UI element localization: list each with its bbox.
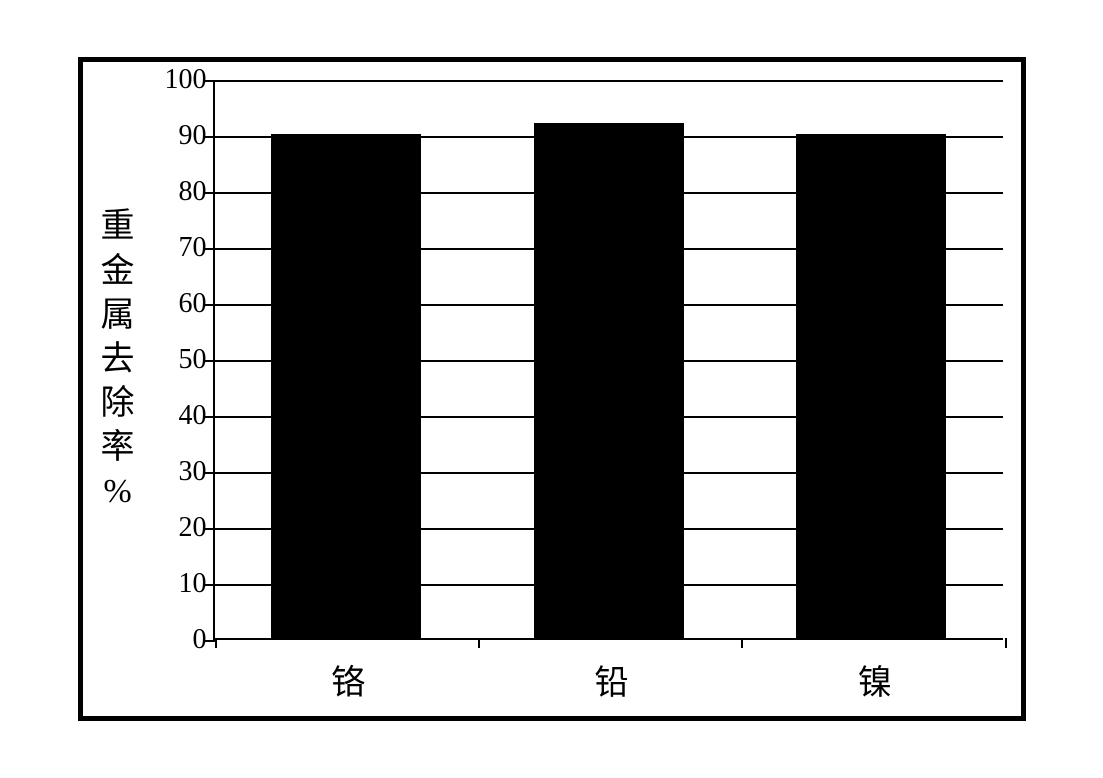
x-tick-mark bbox=[1005, 638, 1007, 648]
y-axis-label-char: % bbox=[103, 470, 131, 514]
y-tick-label: 60 bbox=[179, 288, 207, 320]
y-axis-label-char: 属 bbox=[101, 294, 135, 338]
y-tick-label: 30 bbox=[179, 456, 207, 488]
x-tick-labels: 铬铅镍 bbox=[213, 640, 1003, 698]
y-axis-label-box: 重金属去除率% bbox=[101, 80, 143, 640]
gridline bbox=[215, 304, 1003, 306]
y-tick-mark bbox=[205, 528, 215, 530]
bar-slot bbox=[215, 80, 478, 638]
y-tick-label: 10 bbox=[179, 568, 207, 600]
bar bbox=[271, 134, 421, 638]
x-tick-mark bbox=[215, 638, 217, 648]
y-tick-mark bbox=[205, 248, 215, 250]
chart-container: 重金属去除率% 1009080706050403020100 铬铅镍 bbox=[101, 80, 1003, 698]
gridline bbox=[215, 360, 1003, 362]
y-tick-mark bbox=[205, 80, 215, 82]
x-tick-label: 铅 bbox=[583, 664, 632, 698]
y-tick-mark bbox=[205, 584, 215, 586]
gridline bbox=[215, 80, 1003, 82]
y-tick-label: 40 bbox=[179, 400, 207, 432]
y-axis-label: 重金属去除率% bbox=[101, 205, 135, 514]
y-tick-labels: 1009080706050403020100 bbox=[143, 80, 213, 640]
y-tick-mark bbox=[205, 304, 215, 306]
x-tick-label: 铬 bbox=[320, 664, 369, 698]
gridline bbox=[215, 416, 1003, 418]
y-tick-label: 90 bbox=[179, 120, 207, 152]
bar bbox=[796, 134, 946, 638]
bar bbox=[534, 123, 684, 638]
y-tick-label: 50 bbox=[179, 344, 207, 376]
x-tick-mark bbox=[741, 638, 743, 648]
y-tick-mark bbox=[205, 416, 215, 418]
y-tick-mark bbox=[205, 192, 215, 194]
bars-group bbox=[215, 80, 1003, 638]
plot-area bbox=[213, 80, 1003, 640]
spacer bbox=[101, 640, 143, 698]
chart-frame: 重金属去除率% 1009080706050403020100 铬铅镍 bbox=[78, 57, 1026, 721]
x-tick-mark bbox=[478, 638, 480, 648]
gridline bbox=[215, 248, 1003, 250]
bar-slot bbox=[740, 80, 1003, 638]
x-tick-label: 镍 bbox=[846, 664, 895, 698]
y-axis-label-char: 去 bbox=[101, 338, 135, 382]
y-tick-label: 80 bbox=[179, 176, 207, 208]
bar-slot bbox=[477, 80, 740, 638]
y-tick-label: 20 bbox=[179, 512, 207, 544]
y-tick-mark bbox=[205, 360, 215, 362]
y-axis-label-char: 率 bbox=[101, 426, 135, 470]
x-tick-slot: 镍 bbox=[739, 664, 1002, 698]
y-tick-mark bbox=[205, 640, 215, 642]
gridline bbox=[215, 584, 1003, 586]
gridline bbox=[215, 136, 1003, 138]
gridline bbox=[215, 192, 1003, 194]
y-axis-label-char: 金 bbox=[101, 250, 135, 294]
gridline bbox=[215, 472, 1003, 474]
y-tick-label: 70 bbox=[179, 232, 207, 264]
y-tick-mark bbox=[205, 136, 215, 138]
y-axis-label-char: 除 bbox=[101, 382, 135, 426]
chart-body: 重金属去除率% 1009080706050403020100 bbox=[101, 80, 1003, 640]
y-axis-label-char: 重 bbox=[101, 205, 135, 249]
x-tick-slot: 铬 bbox=[213, 664, 476, 698]
y-tick-mark bbox=[205, 472, 215, 474]
y-tick-label: 100 bbox=[165, 64, 207, 96]
x-tick-slot: 铅 bbox=[476, 664, 739, 698]
gridline bbox=[215, 528, 1003, 530]
